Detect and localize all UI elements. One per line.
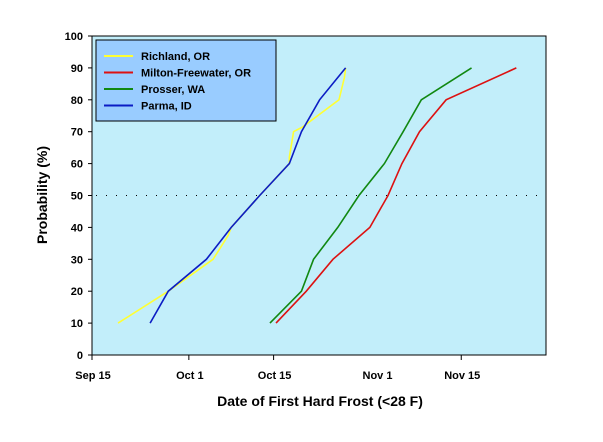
legend-box (95, 39, 277, 122)
legend-label-3: Parma, ID (141, 101, 192, 113)
y-tick-label: 40 (71, 222, 83, 234)
y-tick-label: 0 (77, 350, 83, 362)
legend-label-2: Prosser, WA (141, 84, 205, 96)
x-tick-label: Sep 15 (75, 370, 110, 382)
series-line-3 (149, 67, 347, 324)
x-tick-label: Nov 1 (363, 370, 393, 382)
y-tick-label: 100 (65, 31, 83, 43)
y-tick-label: 60 (71, 159, 83, 171)
x-axis-label: Date of First Hard Frost (<28 F) (217, 393, 423, 409)
y-tick-label: 90 (71, 63, 83, 75)
legend-label-1: Milton-Freewater, OR (141, 68, 251, 80)
x-tick-label: Oct 15 (258, 370, 292, 382)
series-line-1 (275, 67, 517, 324)
legend-label-0: Richland, OR (141, 51, 210, 63)
y-axis-label: Probability (%) (34, 146, 50, 244)
y-tick-label: 70 (71, 127, 83, 139)
y-tick-label: 30 (71, 254, 83, 266)
y-tick-label: 20 (71, 286, 83, 298)
series-line-2 (269, 67, 472, 324)
y-tick-label: 50 (71, 191, 83, 203)
legend: Richland, OR Milton-Freewater, OR Prosser,… (95, 39, 277, 122)
x-tick-label: Oct 1 (176, 370, 204, 382)
y-tick-label: 10 (71, 318, 83, 330)
x-tick-label: Nov 15 (444, 370, 480, 382)
y-tick-label: 80 (71, 95, 83, 107)
